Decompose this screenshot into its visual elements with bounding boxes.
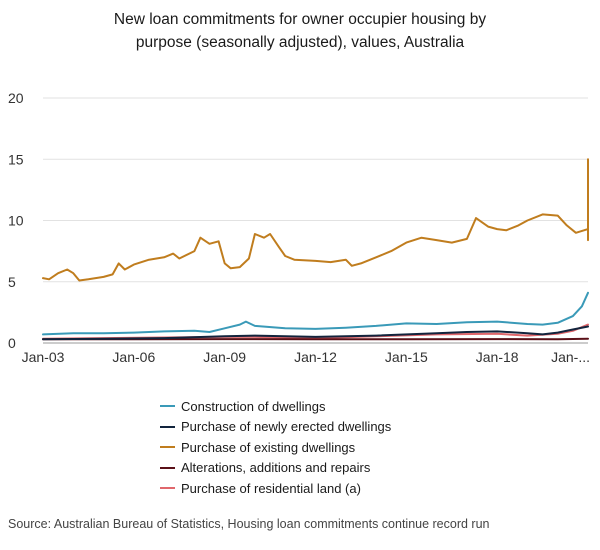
y-tick-label: 0	[8, 335, 16, 351]
legend-label: Construction of dwellings	[181, 398, 326, 414]
legend-item-1[interactable]: Construction of dwellings	[160, 396, 391, 417]
series-line-4	[42, 337, 589, 341]
x-tick-label: Jan-12	[294, 349, 337, 365]
legend-label: Purchase of newly erected dwellings	[181, 419, 392, 435]
y-tick-label: 5	[8, 274, 16, 290]
source-note: Source: Australian Bureau of Statistics,…	[8, 517, 490, 531]
legend-swatch	[160, 466, 175, 469]
legend-item-5[interactable]: Purchase of residential land (a)	[160, 478, 391, 499]
series-line-3	[42, 158, 589, 282]
y-tick-label: 20	[8, 90, 24, 106]
legend-item-4[interactable]: Alterations, additions and repairs	[160, 458, 391, 479]
x-tick-label: Jan-03	[22, 349, 65, 365]
legend-swatch	[160, 487, 175, 490]
chart-title: New loan commitments for owner occupier …	[0, 8, 600, 54]
y-tick-label: 10	[8, 213, 24, 229]
x-tick-label: Jan-...	[551, 349, 590, 365]
y-axis-ticks: 0 5 10 15 20	[8, 90, 24, 351]
x-tick-label: Jan-09	[203, 349, 246, 365]
gridlines	[43, 97, 588, 344]
x-tick-label: Jan-06	[112, 349, 155, 365]
legend-item-3[interactable]: Purchase of existing dwellings	[160, 437, 391, 458]
chart-title-line-2: purpose (seasonally adjusted), values, A…	[135, 34, 465, 51]
legend-label: Purchase of residential land (a)	[181, 480, 361, 496]
x-tick-label: Jan-15	[385, 349, 428, 365]
legend-swatch	[160, 446, 175, 449]
chart-legend[interactable]: Construction of dwellings Purchase of new…	[160, 396, 391, 499]
x-tick-label: Jan-18	[476, 349, 519, 365]
legend-swatch	[160, 425, 175, 428]
series-line-2	[42, 325, 589, 341]
legend-label: Alterations, additions and repairs	[181, 460, 371, 476]
legend-swatch	[160, 405, 175, 408]
y-tick-label: 15	[8, 151, 24, 167]
legend-item-2[interactable]: Purchase of newly erected dwellings	[160, 417, 391, 438]
x-axis-ticks: Jan-03 Jan-06 Jan-09 Jan-12 Jan-15 Jan-18 Jan-…	[22, 349, 590, 365]
series-line-1	[42, 291, 589, 336]
series-lines	[42, 158, 589, 341]
legend-label: Purchase of existing dwellings	[181, 439, 356, 455]
chart-title-line-1: New loan commitments for owner occupier …	[113, 11, 487, 28]
